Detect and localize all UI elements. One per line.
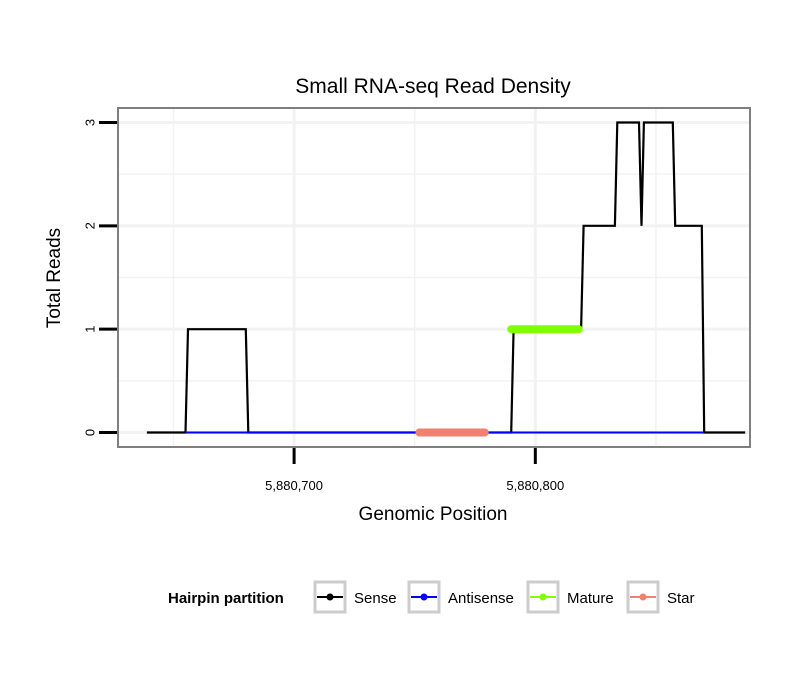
legend-marker-antisense [420,593,428,601]
chart-title: Small RNA-seq Read Density [295,75,571,98]
y-tick-label: 1 [83,326,98,333]
legend-label-mature: Mature [567,590,614,607]
series-layer [146,121,746,437]
x-axis-label: Genomic Position [359,504,508,525]
legend-label-sense: Sense [354,590,397,607]
legend-marker-star [639,593,647,601]
legend-marker-mature [539,593,547,601]
legend-label-star: Star [667,590,695,607]
legend-marker-sense [326,593,334,601]
y-tick-label: 0 [83,429,98,436]
legend-label-antisense: Antisense [448,590,514,607]
legend: Hairpin partition Sense Antisense Mature St… [168,580,695,614]
y-tick-label: 2 [83,222,98,229]
y-axis-label: Total Reads [44,228,65,328]
x-tick-label: 5,880,700 [265,478,323,493]
series-line-sense [146,121,746,434]
legend-title: Hairpin partition [168,590,284,607]
y-tick-label: 3 [83,119,98,126]
axes: 5,880,700 5,880,800 0 1 2 3 [83,119,565,493]
x-tick-label: 5,880,800 [506,478,564,493]
